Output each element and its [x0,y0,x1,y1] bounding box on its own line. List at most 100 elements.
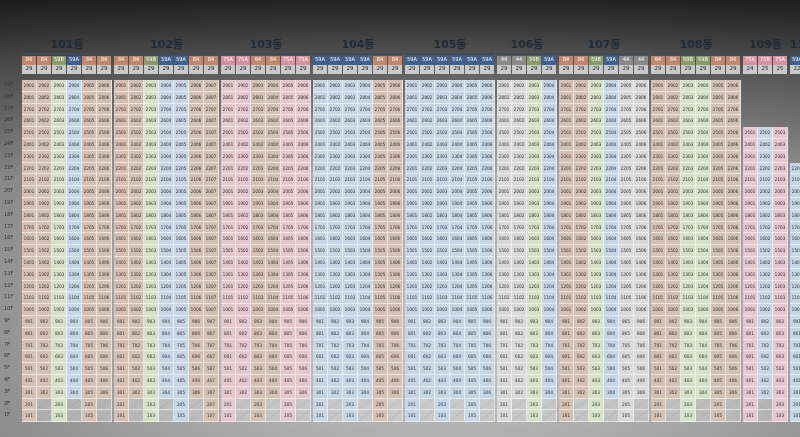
unit-cell[interactable]: 2003 [52,186,67,198]
unit-cell[interactable]: 1102 [236,292,251,305]
unit-cell[interactable] [574,410,589,423]
unit-cell[interactable]: 1103 [435,292,450,305]
unit-cell[interactable]: 1802 [574,209,589,222]
unit-cell[interactable]: 2906 [480,80,495,92]
unit-cell[interactable]: 2803 [527,91,542,104]
unit-cell[interactable]: 2101 [559,174,574,187]
unit-cell[interactable]: 1106 [726,292,741,305]
unit-cell[interactable]: 2501 [559,127,574,139]
unit-cell[interactable]: 2303 [144,150,159,163]
unit-cell[interactable]: 2706 [726,103,741,116]
unit-cell[interactable]: 2004 [159,186,174,198]
unit-cell[interactable]: 2201 [114,162,129,175]
unit-cell[interactable]: 505 [465,363,480,375]
unit-cell[interactable]: 603 [251,351,266,364]
unit-cell[interactable]: 2006 [296,186,311,198]
unit-cell[interactable]: 1502 [574,245,589,257]
unit-cell[interactable]: 1001 [114,304,129,316]
unit-cell[interactable]: 2001 [221,186,236,198]
unit-cell[interactable]: 2606 [189,115,204,128]
unit-cell[interactable]: 2401 [114,139,129,151]
unit-cell[interactable]: 2106 [296,174,311,187]
unit-cell[interactable]: 1905 [82,198,97,210]
unit-cell[interactable]: 702 [666,339,681,352]
unit-cell[interactable]: 904 [604,316,619,328]
unit-cell[interactable]: 1101 [221,292,236,305]
unit-cell[interactable]: 502 [666,363,681,375]
unit-cell[interactable]: 703 [52,339,67,352]
unit-cell[interactable]: 2102 [666,174,681,187]
unit-cell[interactable]: 1307 [204,268,219,281]
unit-cell[interactable]: 1002 [420,304,435,316]
unit-cell[interactable]: 601 [497,351,512,364]
unit-cell[interactable]: 506 [388,363,403,375]
unit-cell[interactable]: 1505 [619,245,634,257]
unit-cell[interactable]: 2003 [435,186,450,198]
unit-cell[interactable]: 2303 [343,150,358,163]
unit-cell[interactable]: 2601 [22,115,37,128]
unit-cell[interactable]: 2903 [144,80,159,92]
unit-cell[interactable]: 2301 [22,150,37,163]
unit-cell[interactable]: 705 [373,339,388,352]
unit-cell[interactable]: 1602 [420,233,435,246]
unit-cell[interactable]: 1004 [159,304,174,316]
unit-cell[interactable]: 2506 [189,127,204,139]
unit-cell[interactable]: 402 [512,375,527,387]
unit-cell[interactable]: 706 [296,339,311,352]
unit-cell[interactable]: 501 [497,363,512,375]
unit-cell[interactable]: 1606 [480,233,495,246]
unit-cell[interactable]: 1004 [604,304,619,316]
unit-cell[interactable]: 201 [559,398,574,411]
unit-cell[interactable]: 2406 [296,139,311,151]
unit-cell[interactable]: 301 [221,386,236,399]
unit-cell[interactable]: 2105 [373,174,388,187]
unit-cell[interactable]: 1204 [358,280,373,293]
unit-cell[interactable]: 801 [559,327,574,340]
unit-cell[interactable]: 2701 [497,103,512,116]
unit-cell[interactable]: 604 [358,351,373,364]
unit-cell[interactable]: 1707 [204,221,219,234]
unit-cell[interactable]: 1506 [388,245,403,257]
unit-cell[interactable]: 2302 [666,150,681,163]
unit-cell[interactable]: 406 [189,375,204,387]
unit-cell[interactable]: 502 [420,363,435,375]
unit-cell[interactable]: 2203 [589,162,604,175]
unit-cell[interactable]: 2904 [542,80,557,92]
unit-cell[interactable]: 1201 [313,280,328,293]
unit-cell[interactable]: 301 [651,386,666,399]
unit-cell[interactable]: 2104 [67,174,82,187]
unit-cell[interactable]: 803 [589,327,604,340]
unit-cell[interactable]: 2502 [129,127,144,139]
unit-cell[interactable]: 1701 [114,221,129,234]
unit-cell[interactable]: 2202 [666,162,681,175]
unit-cell[interactable]: 2103 [251,174,266,187]
unit-cell[interactable]: 1604 [542,233,557,246]
unit-cell[interactable]: 1001 [22,304,37,316]
unit-cell[interactable]: 1202 [666,280,681,293]
unit-cell[interactable]: 401 [405,375,420,387]
unit-cell[interactable]: 2802 [328,91,343,104]
unit-cell[interactable]: 501 [114,363,129,375]
unit-cell[interactable]: 1904 [159,198,174,210]
unit-cell[interactable]: 303 [435,386,450,399]
unit-cell[interactable]: 1103 [251,292,266,305]
unit-cell[interactable]: 2504 [159,127,174,139]
unit-cell[interactable]: 2004 [450,186,465,198]
unit-cell[interactable]: 2405 [174,139,189,151]
unit-cell[interactable]: 1805 [82,209,97,222]
unit-cell[interactable]: 501 [651,363,666,375]
unit-cell[interactable]: 303 [527,386,542,399]
unit-cell[interactable]: 806 [296,327,311,340]
unit-cell[interactable]: 1202 [420,280,435,293]
unit-cell[interactable]: 2405 [619,139,634,151]
unit-cell[interactable] [328,398,343,411]
unit-cell[interactable]: 2605 [619,115,634,128]
unit-cell[interactable]: 804 [542,327,557,340]
unit-cell[interactable]: 302 [236,386,251,399]
unit-cell[interactable]: 403 [681,375,696,387]
unit-cell[interactable]: 1304 [450,268,465,281]
unit-cell[interactable]: 2504 [358,127,373,139]
unit-cell[interactable]: 801 [114,327,129,340]
unit-cell[interactable]: 1801 [313,209,328,222]
unit-cell[interactable]: 2305 [619,150,634,163]
